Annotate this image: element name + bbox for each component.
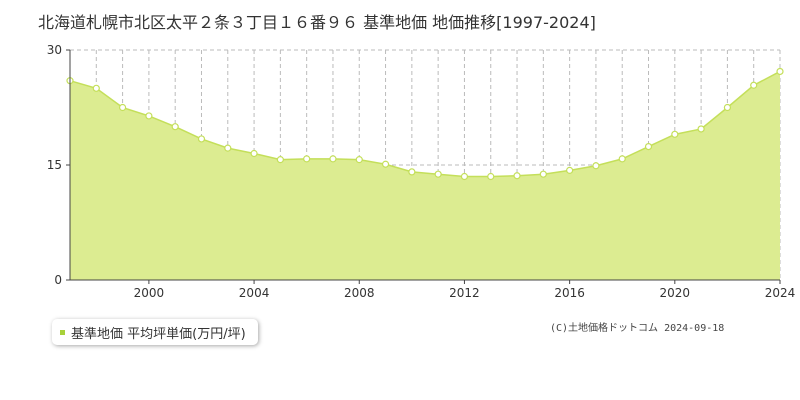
y-tick-label: 0: [54, 273, 62, 287]
data-point: [750, 81, 758, 89]
data-point: [513, 172, 521, 180]
axes: [66, 49, 781, 284]
data-point: [355, 156, 363, 164]
data-point: [592, 162, 600, 170]
legend-swatch: [60, 329, 65, 335]
y-tick-label: 15: [47, 158, 62, 172]
legend: 基準地価 平均坪単価(万円/坪): [52, 319, 258, 345]
data-point: [723, 103, 732, 112]
data-point: [487, 172, 495, 181]
data-point: [303, 155, 311, 163]
copyright-text: (C)土地価格ドットコム 2024-09-18: [550, 323, 725, 334]
data-point: [460, 172, 469, 181]
data-point: [118, 103, 127, 112]
data-point: [381, 160, 390, 168]
data-point: [539, 170, 547, 178]
y-tick-label: 30: [47, 43, 62, 57]
data-point: [145, 112, 153, 120]
data-point: [329, 155, 337, 163]
chart-title: 北海道札幌市北区太平２条３丁目１６番９６ 基準地価 地価推移[1997-2024…: [38, 13, 596, 32]
x-tick-label: 2016: [554, 286, 585, 300]
x-tick-label: 2020: [660, 286, 691, 300]
tick-labels: 0 15 30 2000 2004 2008 2012 2016 2020 2024: [47, 43, 796, 300]
data-point: [250, 149, 258, 158]
data-point: [171, 123, 179, 131]
data-point: [224, 144, 232, 152]
data-point: [276, 156, 284, 164]
x-tick-label: 2012: [449, 286, 480, 300]
x-tick-label: 2024: [765, 286, 796, 300]
data-point: [92, 84, 100, 92]
x-tick-label: 2008: [344, 286, 375, 300]
data-point: [671, 130, 679, 138]
series-area: [66, 67, 784, 280]
data-point: [618, 155, 626, 163]
series-line: [69, 70, 781, 178]
data-point: [697, 125, 705, 133]
legend-label: 基準地価 平均坪単価(万円/坪): [71, 326, 246, 342]
series-area-fill: [70, 71, 780, 280]
data-point: [566, 166, 574, 174]
x-tick-label: 2000: [134, 286, 165, 300]
data-point: [434, 170, 442, 178]
x-tick-label: 2004: [239, 286, 270, 300]
data-point: [197, 135, 206, 143]
data-point: [408, 168, 416, 176]
data-point: [644, 143, 653, 151]
data-point: [776, 67, 784, 76]
